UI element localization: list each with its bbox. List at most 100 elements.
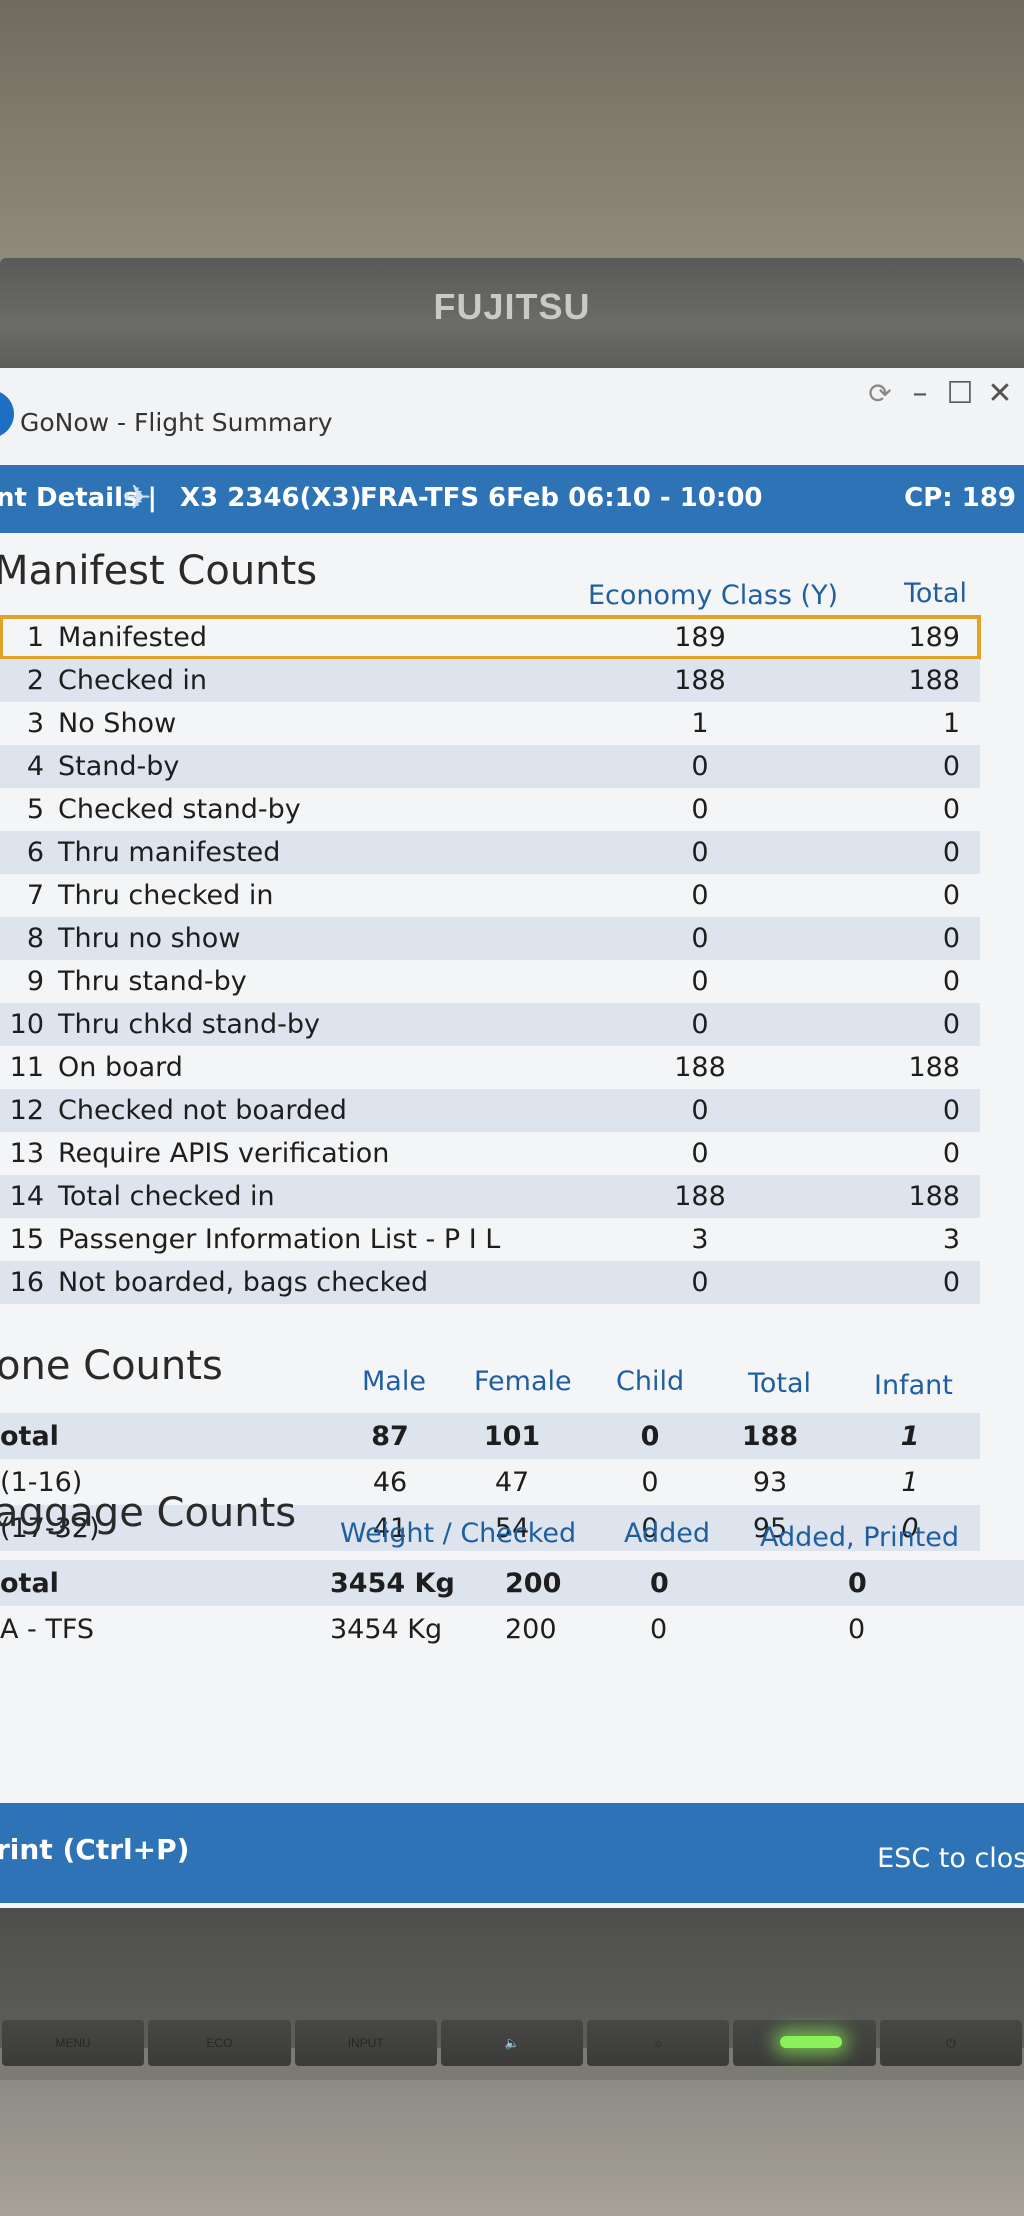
zone-row[interactable]: otal 87 101 0 188 1 (0, 1413, 980, 1459)
total-count: 0 (942, 880, 960, 911)
manifest-row-15[interactable]: 15 Passenger Information List - P I L 3 3 (0, 1218, 980, 1261)
manifest-row-10[interactable]: 10 Thru chkd stand-by 0 0 (0, 1003, 980, 1046)
manifest-row-13[interactable]: 13 Require APIS verification 0 0 (0, 1132, 980, 1175)
monitor-button[interactable]: MENU (2, 2020, 145, 2066)
close-icon[interactable]: ✕ (987, 376, 1013, 411)
baggage-label: otal (0, 1568, 59, 1599)
zone-male: 87 (371, 1421, 409, 1452)
flight-info-bar: nt Details | ✈ X3 2346(X3) FRA-TFS 6Feb … (0, 465, 1024, 533)
baggage-added: 0 (650, 1568, 669, 1599)
manifest-row-4[interactable]: 4 Stand-by 0 0 (0, 745, 980, 788)
row-label: Not boarded, bags checked (58, 1267, 429, 1298)
baggage-col-added: Added (624, 1518, 711, 1549)
row-number: 1 (26, 622, 44, 653)
app-logo-icon (0, 390, 14, 438)
row-number: 3 (26, 708, 44, 739)
monitor-button[interactable]: 🔈 (440, 2020, 584, 2066)
total-count: 0 (942, 837, 960, 868)
total-count: 188 (908, 1052, 960, 1083)
row-number: 4 (26, 751, 44, 782)
economy-count: 0 (691, 794, 709, 825)
manifest-row-1[interactable]: 1 Manifested 189 189 (0, 615, 981, 660)
total-count: 188 (908, 665, 960, 696)
total-count: 0 (942, 751, 960, 782)
total-count: 0 (942, 794, 960, 825)
zone-total: 93 (752, 1467, 788, 1498)
zone-col-total: Total (748, 1368, 812, 1399)
monitor-button[interactable]: INPUT (294, 2020, 437, 2066)
baggage-added: 0 (650, 1614, 668, 1645)
manifest-row-5[interactable]: 5 Checked stand-by 0 0 (0, 788, 980, 831)
window-footer: rint (Ctrl+P) ESC to close (0, 1803, 1024, 1903)
row-label: Passenger Information List - P I L (58, 1224, 501, 1255)
economy-count: 188 (674, 665, 726, 696)
baggage-checked: 200 (505, 1614, 557, 1645)
zone-label: (17-32) (0, 1513, 100, 1544)
zone-female: 54 (494, 1513, 530, 1544)
monitor-button[interactable]: ☼ (587, 2020, 730, 2066)
monitor-button[interactable]: ⏻ (879, 2020, 1022, 2066)
airplane-icon: ✈ (123, 478, 152, 518)
manifest-row-9[interactable]: 9 Thru stand-by 0 0 (0, 960, 980, 1003)
esc-close-hint: ESC to close (877, 1843, 1024, 1874)
row-label: Thru no show (58, 923, 241, 954)
manifest-row-8[interactable]: 8 Thru no show 0 0 (0, 917, 980, 960)
economy-count: 0 (691, 837, 709, 868)
manifest-row-3[interactable]: 3 No Show 1 1 (0, 702, 980, 745)
total-count: 1 (942, 708, 960, 739)
row-number: 12 (9, 1095, 44, 1126)
manifest-row-14[interactable]: 14 Total checked in 188 188 (0, 1175, 980, 1218)
row-number: 13 (9, 1138, 44, 1169)
monitor-bezel-top: FUJITSU (0, 258, 1024, 370)
economy-count: 0 (691, 966, 709, 997)
baggage-checked: 200 (505, 1568, 562, 1599)
total-count: 0 (942, 966, 960, 997)
row-label: Manifested (58, 622, 207, 653)
zone-infant: 0 (901, 1513, 919, 1544)
baggage-weight: 3454 Kg (330, 1614, 443, 1645)
refresh-icon[interactable]: ⟳ (868, 377, 892, 410)
flight-details-tab[interactable]: nt Details | (0, 483, 158, 513)
manifest-row-11[interactable]: 11 On board 188 188 (0, 1046, 980, 1089)
zone-female: 47 (494, 1467, 530, 1498)
zone-row[interactable]: (17-32) 41 54 0 95 0 (0, 1505, 980, 1551)
zone-label: otal (0, 1421, 59, 1452)
total-count: 0 (942, 1267, 960, 1298)
zone-col-female: Female (474, 1366, 572, 1397)
monitor-button[interactable]: ECO (148, 2020, 291, 2066)
manifest-col-total: Total (904, 578, 968, 609)
manifest-row-2[interactable]: 2 Checked in 188 188 (0, 659, 980, 702)
window-controls: ⟳ – ☐ ✕ (864, 378, 1016, 410)
row-number: 5 (26, 794, 44, 825)
row-number: 9 (26, 966, 44, 997)
maximize-icon[interactable]: ☐ (946, 376, 974, 411)
baggage-weight: 3454 Kg (330, 1568, 455, 1599)
zone-infant: 1 (901, 1467, 919, 1498)
minimize-icon[interactable]: – (912, 376, 928, 411)
zone-row[interactable]: (1-16) 46 47 0 93 1 (0, 1459, 980, 1505)
manifest-row-12[interactable]: 12 Checked not boarded 0 0 (0, 1089, 980, 1132)
zone-col-infant: Infant (874, 1370, 953, 1401)
flight-datetime: 6Feb 06:10 - 10:00 (488, 483, 763, 513)
economy-count: 1 (691, 708, 709, 739)
row-number: 16 (9, 1267, 44, 1298)
row-number: 7 (26, 880, 44, 911)
economy-count: 189 (674, 622, 726, 653)
economy-count: 3 (691, 1224, 709, 1255)
baggage-row[interactable]: otal 3454 Kg 200 0 0 (0, 1560, 1024, 1606)
row-label: Require APIS verification (58, 1138, 390, 1169)
manifest-row-6[interactable]: 6 Thru manifested 0 0 (0, 831, 980, 874)
manifest-row-7[interactable]: 7 Thru checked in 0 0 (0, 874, 980, 917)
zone-label: (1-16) (0, 1467, 83, 1498)
manifest-table: 1 Manifested 189 189 2 Checked in 188 188 3 No Sh… (0, 615, 1024, 1304)
print-button[interactable]: rint (Ctrl+P) (0, 1833, 190, 1866)
total-count: 0 (942, 1138, 960, 1169)
baggage-row[interactable]: A - TFS 3454 Kg 200 0 0 (0, 1606, 1024, 1652)
manifest-row-16[interactable]: 16 Not boarded, bags checked 0 0 (0, 1261, 980, 1304)
economy-count: 0 (691, 751, 709, 782)
economy-count: 188 (674, 1052, 726, 1083)
row-number: 8 (26, 923, 44, 954)
row-label: On board (58, 1052, 183, 1083)
row-label: Thru manifested (58, 837, 281, 868)
